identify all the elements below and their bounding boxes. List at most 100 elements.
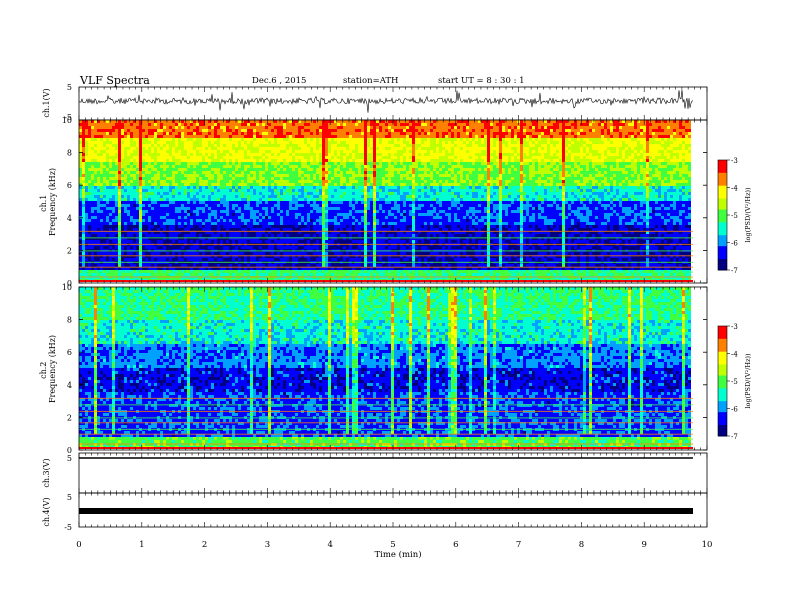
- spec1-cell: [115, 177, 118, 180]
- spec1-cell: [319, 162, 322, 165]
- spec1-cell: [493, 162, 496, 165]
- spec1-cell: [331, 162, 334, 165]
- spec1-cell: [652, 159, 655, 162]
- spec1-cell: [481, 186, 484, 189]
- spec1-cell: [196, 156, 199, 159]
- spec1-cell: [601, 171, 604, 174]
- spec1-cell: [307, 183, 310, 186]
- spec1-cell: [484, 177, 487, 180]
- spec1-cell: [532, 144, 535, 147]
- spec1-cell: [568, 183, 571, 186]
- spec1-cell: [124, 129, 127, 132]
- spec1-cell: [346, 183, 349, 186]
- spec1-cell: [220, 174, 223, 177]
- spec1-cell: [628, 162, 631, 165]
- spec1-cell: [283, 141, 286, 144]
- spec1-cell: [355, 129, 358, 132]
- spec1-cell: [406, 186, 409, 189]
- spec1-cell: [646, 126, 649, 129]
- spec1-cell: [268, 186, 271, 189]
- spec1-cell: [346, 189, 349, 192]
- spec1-cell: [328, 180, 331, 183]
- spec1-cell: [418, 153, 421, 156]
- spec1-cell: [226, 123, 229, 126]
- spec1-cell: [523, 126, 526, 129]
- spec1-cell: [568, 159, 571, 162]
- spec1-cell: [178, 162, 181, 165]
- spec1-cell: [298, 144, 301, 147]
- spec1-cell: [202, 165, 205, 168]
- spec1-cell: [469, 189, 472, 192]
- spec1-cell: [580, 129, 583, 132]
- spec1-cell: [550, 120, 553, 123]
- spec1-cell: [412, 189, 415, 192]
- spec1-cell: [415, 171, 418, 174]
- spec1-cell: [532, 132, 535, 135]
- spec1-cell: [235, 132, 238, 135]
- spec1-cell: [439, 132, 442, 135]
- spec1-cell: [607, 138, 610, 141]
- spec1-cell: [259, 141, 262, 144]
- spec1-cell: [340, 180, 343, 183]
- spec1-cell: [169, 177, 172, 180]
- spec1-cell: [439, 138, 442, 141]
- spec1-cell: [583, 177, 586, 180]
- spec1-cell: [367, 177, 370, 180]
- ch1-ylabel: ch.1(V): [42, 88, 51, 117]
- spec1-cell: [574, 189, 577, 192]
- spec1-cell: [193, 156, 196, 159]
- spec1-cell: [649, 132, 652, 135]
- spec1-cell: [607, 177, 610, 180]
- spec1-cell: [94, 174, 97, 177]
- spec1-cell: [421, 138, 424, 141]
- spec1-cell: [682, 147, 685, 150]
- spec1-cell: [442, 168, 445, 171]
- spec1-cell: [541, 186, 544, 189]
- spec1-cell: [226, 120, 229, 123]
- spec1-cell: [478, 120, 481, 123]
- spec1-cell: [196, 138, 199, 141]
- spec1-cell: [346, 186, 349, 189]
- spec1-cell: [124, 174, 127, 177]
- spec1-cell: [445, 132, 448, 135]
- spec1-cell: [457, 156, 460, 159]
- spec1-cell: [172, 129, 175, 132]
- spec1-cell: [412, 153, 415, 156]
- spec1-cell: [112, 186, 115, 189]
- spec1-cell: [502, 165, 505, 168]
- spec1-cell: [301, 168, 304, 171]
- spec1-cell: [274, 138, 277, 141]
- spec1-cell: [199, 180, 202, 183]
- spec1-cell: [223, 123, 226, 126]
- spec1-cell: [361, 186, 364, 189]
- spec1-cell: [229, 168, 232, 171]
- spec1-cell: [178, 186, 181, 189]
- spec1-cell: [520, 189, 523, 192]
- spec1-cell: [676, 165, 679, 168]
- spec1-cell: [424, 123, 427, 126]
- spec1-cell: [478, 180, 481, 183]
- spec1-cell: [448, 138, 451, 141]
- spec1-cell: [196, 165, 199, 168]
- spec1-cell: [334, 174, 337, 177]
- spec1-cell: [529, 132, 532, 135]
- spec1-cell: [163, 159, 166, 162]
- spec1-cell: [319, 135, 322, 138]
- spec1-cell: [517, 141, 520, 144]
- spec1-cell: [412, 132, 415, 135]
- spec1-cell: [646, 186, 649, 189]
- spec1-cell: [418, 132, 421, 135]
- spec1-cell: [487, 189, 490, 192]
- spec1-cell: [136, 120, 139, 123]
- spec1-cell: [562, 171, 565, 174]
- spec1-cell: [295, 150, 298, 153]
- spec1-cell: [496, 159, 499, 162]
- spec1-cell: [451, 183, 454, 186]
- spec1-cell: [388, 135, 391, 138]
- spec1-cell: [199, 123, 202, 126]
- spec1-cell: [526, 162, 529, 165]
- spec1-cell: [664, 135, 667, 138]
- spec1-cell: [391, 153, 394, 156]
- spec1-cell: [250, 138, 253, 141]
- spec1-cell: [376, 147, 379, 150]
